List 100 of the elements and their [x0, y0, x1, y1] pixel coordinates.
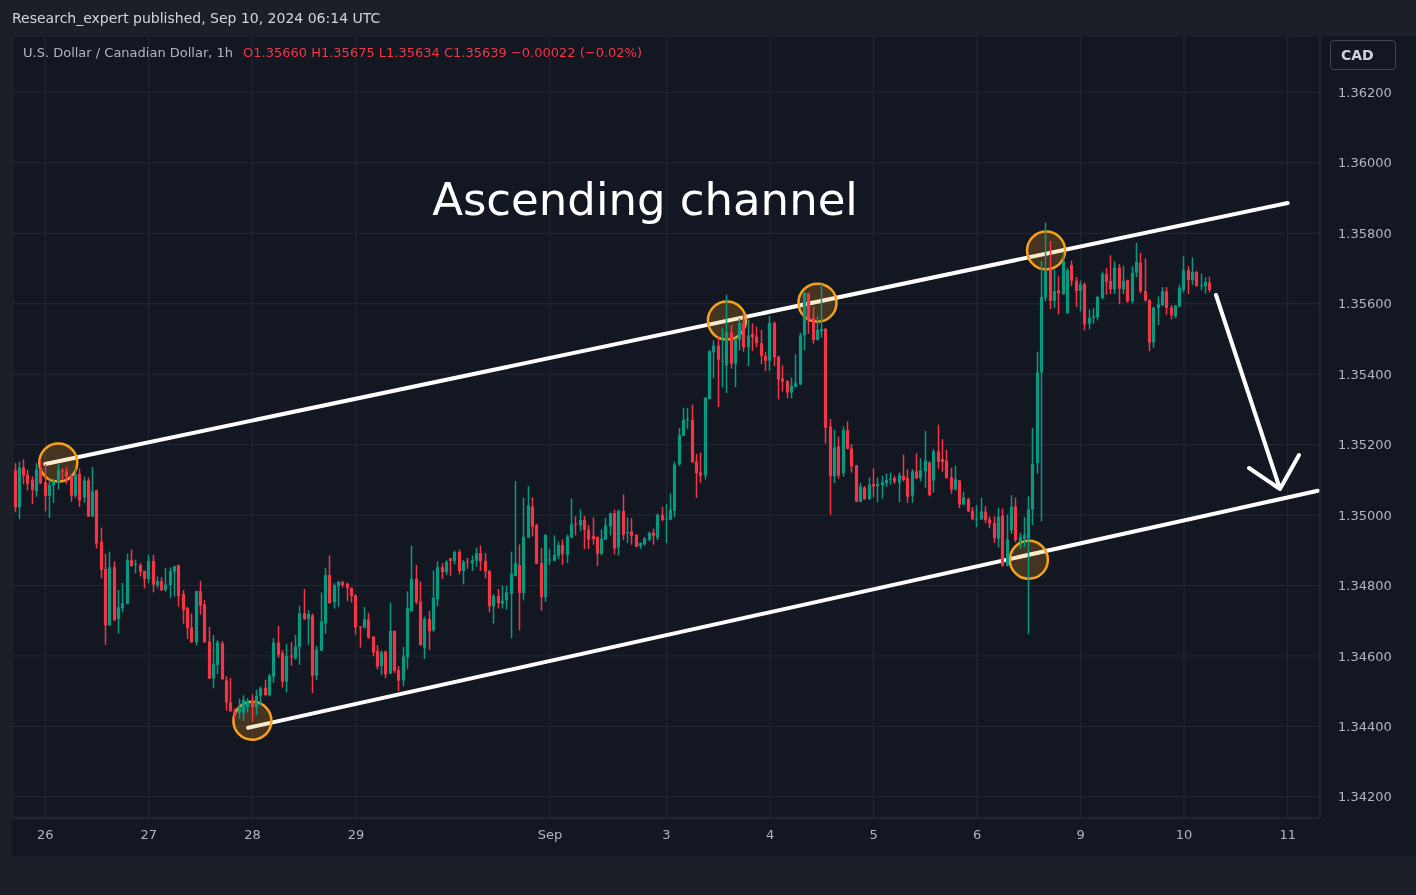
candlestick: [43, 463, 48, 513]
candlestick: [457, 548, 462, 576]
candlestick: [905, 468, 910, 504]
x-tick-label: 3: [662, 827, 671, 843]
candlestick: [306, 609, 311, 646]
y-tick-label: 1.34600: [1338, 648, 1392, 664]
candlestick: [401, 646, 406, 688]
unit-label-box: CAD: [1330, 40, 1396, 70]
x-tick-label: 26: [37, 827, 54, 843]
candlestick: [172, 564, 177, 598]
candlestick: [116, 589, 121, 635]
candlestick: [461, 559, 466, 585]
candlestick: [1156, 295, 1161, 326]
candlestick: [1108, 254, 1113, 295]
candlestick: [754, 326, 759, 348]
candlestick: [936, 423, 941, 470]
candlestick: [1104, 267, 1109, 296]
y-tick-label: 1.34400: [1338, 719, 1392, 735]
candlestick: [992, 515, 997, 544]
text: U.S. Dollar / Canadian Dollar, 1h: [23, 45, 234, 60]
candlestick: [621, 493, 626, 541]
candlestick: [1143, 257, 1148, 303]
y-axis-title: CAD: [1341, 47, 1374, 63]
candlestick: [211, 634, 216, 689]
candlestick: [1164, 286, 1169, 316]
candlestick: [573, 515, 578, 537]
candlestick: [1095, 295, 1100, 322]
candlestick: [776, 355, 781, 401]
candlestick: [302, 588, 307, 621]
candlestick: [923, 429, 928, 489]
candlestick: [151, 553, 156, 594]
candlestick: [1117, 263, 1122, 305]
candlestick: [599, 528, 604, 557]
candlestick: [366, 612, 371, 640]
candlestick: [474, 546, 479, 568]
candlestick: [867, 476, 872, 501]
candlestick: [1087, 308, 1092, 330]
candlestick: [332, 582, 337, 610]
candlestick: [228, 677, 233, 713]
y-tick-label: 1.35400: [1338, 366, 1392, 382]
candlestick: [21, 458, 26, 485]
candlestick: [163, 567, 168, 593]
candlestick: [1112, 260, 1117, 295]
candlestick: [871, 467, 876, 498]
candlestick: [880, 475, 885, 500]
candlestick: [73, 467, 78, 499]
candlestick: [716, 335, 721, 408]
candlestick: [224, 675, 229, 712]
candlestick: [47, 478, 52, 519]
candlestick: [362, 606, 367, 630]
candlestick: [918, 457, 923, 483]
candlestick: [1186, 265, 1191, 295]
candlestick: [595, 535, 600, 567]
candlestick: [504, 584, 509, 611]
candlestick: [146, 553, 151, 584]
annotation: Ascending channel: [432, 173, 858, 226]
y-tick-label: 1.35200: [1338, 437, 1392, 453]
y-tick-label: 1.34800: [1338, 578, 1392, 594]
candlestick: [491, 593, 496, 625]
candlestick: [1056, 275, 1061, 316]
text: O1.35660 H1.35675 L1.35634 C1.35639 −0.00022 (−0.02%): [243, 45, 643, 60]
x-tick-label: 9: [1076, 827, 1085, 843]
y-tick-label: 1.35000: [1338, 507, 1392, 523]
candlestick: [215, 639, 220, 675]
candlestick: [914, 452, 919, 481]
x-tick-label: 29: [347, 827, 365, 843]
candlestick: [811, 305, 816, 345]
candlestick: [427, 609, 432, 651]
y-tick-label: 1.36000: [1338, 155, 1392, 171]
candlestick: [996, 507, 1001, 549]
candlestick: [1074, 276, 1079, 308]
x-tick-label: 27: [140, 827, 158, 843]
candlestick: [379, 649, 384, 676]
candlestick: [586, 524, 591, 550]
candlestick: [1052, 269, 1057, 309]
y-tick-label: 1.36200: [1338, 84, 1392, 100]
candlestick: [582, 514, 587, 550]
candlestick: [664, 503, 669, 544]
candlestick: [578, 508, 583, 532]
candlestick: [949, 466, 954, 495]
candlestick: [1069, 259, 1074, 287]
x-tick-label: Sep: [537, 827, 563, 843]
candlestick: [189, 612, 194, 644]
candlestick: [655, 512, 660, 541]
candlestick: [258, 685, 263, 707]
x-tick-label: 28: [244, 827, 261, 843]
candlestick: [763, 351, 768, 372]
candlestick: [746, 318, 751, 367]
candlestick: [383, 649, 388, 680]
candlestick: [560, 538, 565, 566]
candlestick: [1100, 270, 1105, 301]
candlestick: [1190, 256, 1195, 286]
candlestick: [750, 322, 755, 352]
candlestick: [957, 479, 962, 509]
candlestick: [897, 471, 902, 503]
candlestick: [69, 472, 74, 503]
text: Research_expert published, Sep 10, 2024 06:14 UTC: [12, 10, 381, 26]
candlestick: [1134, 242, 1139, 279]
candlestick: [168, 566, 173, 600]
candlestick: [56, 463, 61, 491]
